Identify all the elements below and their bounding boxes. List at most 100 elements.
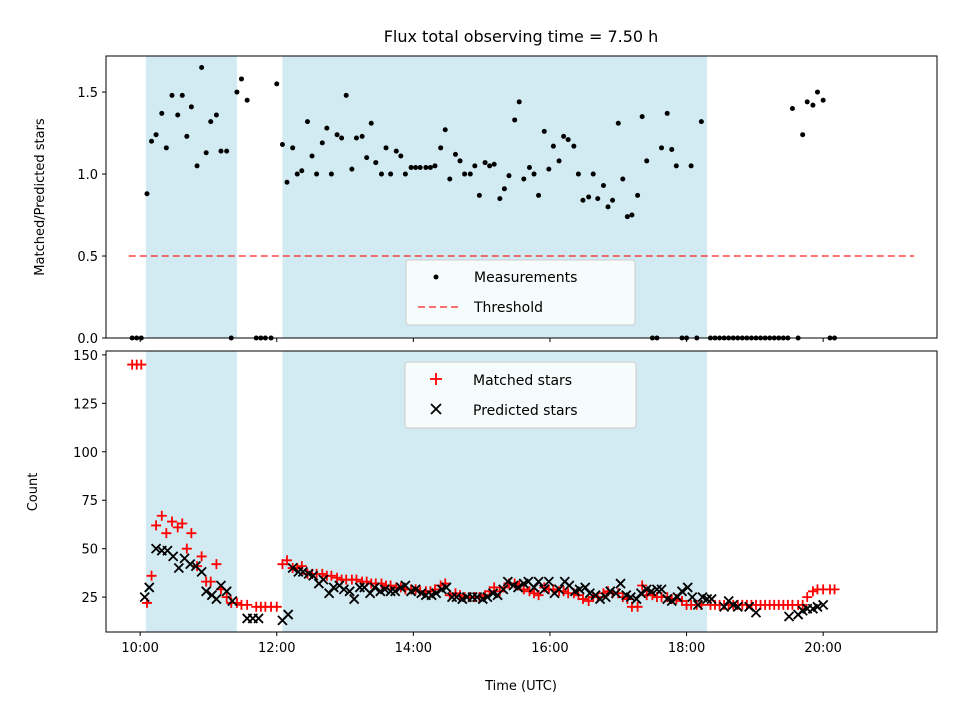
measurement-point-40 xyxy=(334,132,340,138)
measurement-point-103 xyxy=(644,158,650,164)
measurement-point-99 xyxy=(624,214,630,220)
x-axis-label: Time (UTC) xyxy=(484,679,557,694)
x-tick-label-4: 18:00 xyxy=(668,641,705,656)
legend-matched-label: Matched stars xyxy=(473,373,572,389)
measurement-point-12 xyxy=(188,104,194,110)
measurement-point-107 xyxy=(664,110,670,116)
measurement-point-8 xyxy=(169,92,175,98)
ratio-y-tick-label-1: 0.5 xyxy=(77,250,98,265)
predicted-star-point-11 xyxy=(201,586,212,597)
measurement-point-102 xyxy=(639,114,645,120)
measurement-point-46 xyxy=(364,155,370,161)
measurement-point-68 xyxy=(472,163,478,169)
measurement-point-6 xyxy=(159,110,165,116)
measurement-point-55 xyxy=(408,164,414,170)
predicted-star-point-32 xyxy=(338,584,350,595)
matched-star-point-12 xyxy=(186,528,197,539)
measurement-point-56 xyxy=(413,164,419,170)
legend-predicted-marker xyxy=(430,403,442,415)
predicted-star-point-54 xyxy=(451,591,462,603)
measurement-point-49 xyxy=(378,171,384,177)
count-legend: Matched stars Predicted stars xyxy=(404,361,637,429)
predicted-star-point-2 xyxy=(150,543,162,554)
predicted-star-point-6 xyxy=(173,562,184,574)
count-panel-frame xyxy=(105,350,938,633)
predicted-star-point-40 xyxy=(379,584,391,595)
count-y-tick-label-3: 100 xyxy=(73,446,98,461)
measurement-point-3 xyxy=(144,191,150,197)
predicted-star-point-66 xyxy=(512,582,524,593)
measurement-point-106 xyxy=(659,145,665,151)
x-tick-label-3: 16:00 xyxy=(531,641,568,656)
measurement-point-72 xyxy=(491,161,497,167)
measurement-point-9 xyxy=(175,112,181,118)
measurement-point-35 xyxy=(309,153,315,159)
measurement-point-67 xyxy=(467,171,473,177)
measurement-point-94 xyxy=(600,183,606,189)
predicted-star-point-26 xyxy=(308,570,319,581)
predicted-star-point-101 xyxy=(692,599,704,611)
measurement-point-83 xyxy=(546,166,552,172)
predicted-star-point-58 xyxy=(471,591,483,603)
predicted-star-point-8 xyxy=(185,559,196,570)
predicted-star-point-15 xyxy=(221,586,232,597)
predicted-star-point-57 xyxy=(467,591,478,603)
ratio-y-tick-label-3: 1.5 xyxy=(77,86,98,101)
count-y-tick-label-5: 150 xyxy=(73,349,98,364)
matched-star-point-37 xyxy=(317,568,328,579)
measurement-point-11 xyxy=(184,133,190,139)
measurement-point-85 xyxy=(556,158,562,164)
measurement-point-39 xyxy=(328,171,334,177)
measurement-point-21 xyxy=(234,89,240,95)
matched-star-point-90 xyxy=(577,594,588,605)
measurement-point-80 xyxy=(531,171,537,177)
predicted-star-point-19 xyxy=(253,613,264,624)
measurement-point-5 xyxy=(153,132,159,138)
count-y-tick-label-2: 75 xyxy=(81,494,98,509)
matched-star-point-30 xyxy=(281,555,292,566)
x-tick-label-2: 14:00 xyxy=(395,641,432,656)
measurement-point-91 xyxy=(586,194,592,200)
measurement-point-76 xyxy=(512,117,518,123)
predicted-star-point-99 xyxy=(682,582,693,593)
measurement-point-22 xyxy=(238,76,244,82)
matched-star-point-16 xyxy=(205,576,216,587)
measurement-point-69 xyxy=(476,192,482,198)
measurement-point-41 xyxy=(339,135,345,141)
measurement-point-43 xyxy=(349,166,355,172)
matched-star-point-11 xyxy=(181,543,192,554)
predicted-star-point-64 xyxy=(502,576,513,587)
predicted-star-point-10 xyxy=(196,566,207,578)
chart-title: Flux total observing time = 7.50 h xyxy=(384,27,659,46)
measurement-point-23 xyxy=(244,97,250,103)
matched-star-point-137 xyxy=(807,586,818,597)
measurement-point-84 xyxy=(550,143,556,149)
matched-star-point-2 xyxy=(136,359,147,370)
measurement-point-90 xyxy=(580,197,586,203)
predicted-star-point-85 xyxy=(610,588,622,599)
ratio-legend-box xyxy=(405,259,636,326)
matched-star-point-14 xyxy=(196,551,207,562)
measurement-point-34 xyxy=(304,119,310,125)
measurement-point-92 xyxy=(590,171,596,177)
matched-star-point-6 xyxy=(156,510,167,521)
legend-measurements-marker xyxy=(433,274,439,280)
measurement-point-112 xyxy=(688,163,694,169)
predicted-star-point-86 xyxy=(615,578,626,589)
predicted-star-point-63 xyxy=(498,584,509,595)
ratio-panel: 0.0 0.5 1.0 1.5 Matched/Predicted stars Mea… xyxy=(33,55,938,347)
predicted-star-point-42 xyxy=(390,586,401,597)
count-y-tick-label-4: 125 xyxy=(73,397,98,412)
measurement-point-87 xyxy=(565,137,571,143)
ratio-panel-frame xyxy=(105,55,938,339)
predicted-star-point-110 xyxy=(750,607,762,618)
measurement-point-42 xyxy=(343,92,349,98)
measurement-point-7 xyxy=(163,145,169,151)
measurement-point-136 xyxy=(804,99,810,105)
matched-star-point-65 xyxy=(455,590,466,601)
measurement-point-77 xyxy=(516,99,522,105)
ratio-y-axis-label: Matched/Predicted stars xyxy=(33,118,48,276)
measurement-point-86 xyxy=(561,133,567,139)
measurement-point-54 xyxy=(402,171,408,177)
